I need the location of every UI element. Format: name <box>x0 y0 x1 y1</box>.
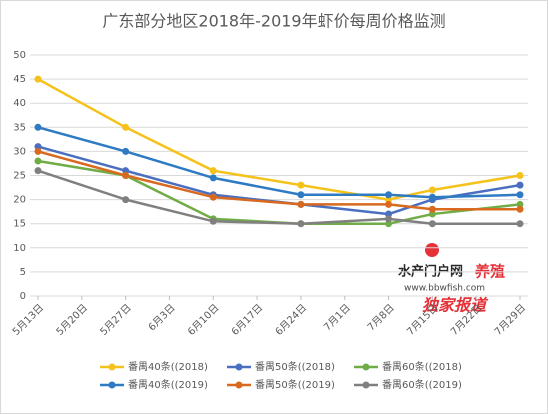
data-point <box>516 220 524 228</box>
data-point <box>297 220 305 228</box>
legend-label: 番禺60条((2019) <box>382 378 462 391</box>
data-point <box>297 200 305 208</box>
y-tick-label: 20 <box>13 195 26 206</box>
data-point <box>34 157 42 165</box>
watermark-tag: 独家报道 <box>422 296 489 315</box>
chart-title: 广东部分地区2018年-2019年虾价每周价格监测 <box>102 12 445 31</box>
legend-marker <box>235 381 243 389</box>
legend-marker <box>108 363 116 371</box>
y-tick-label: 40 <box>13 98 26 109</box>
data-point <box>34 167 42 175</box>
data-point <box>428 220 436 228</box>
data-point <box>297 191 305 199</box>
data-point <box>34 75 42 83</box>
data-point <box>385 200 393 208</box>
data-point <box>34 123 42 131</box>
data-point <box>385 191 393 199</box>
data-point <box>428 186 436 194</box>
data-point <box>34 147 42 155</box>
legend-marker <box>108 381 116 389</box>
legend-marker <box>362 381 370 389</box>
y-tick-label: 0 <box>20 291 26 302</box>
y-tick-label: 30 <box>13 146 26 157</box>
data-point <box>516 200 524 208</box>
data-point <box>297 181 305 189</box>
data-point <box>385 220 393 228</box>
legend-label: 番禺60条((2018) <box>382 360 462 373</box>
data-point <box>122 196 130 204</box>
legend-label: 番禺40条((2018) <box>128 360 208 373</box>
data-point <box>122 147 130 155</box>
y-tick-label: 5 <box>20 267 26 278</box>
data-point <box>516 181 524 189</box>
y-tick-label: 10 <box>13 243 26 254</box>
data-point <box>385 215 393 223</box>
y-tick-label: 25 <box>13 171 26 182</box>
data-point <box>516 205 524 213</box>
y-tick-label: 50 <box>13 50 26 61</box>
data-point <box>122 172 130 179</box>
watermark-url: www.bbwfish.com <box>404 284 485 294</box>
data-point <box>34 143 42 151</box>
data-point <box>516 191 524 199</box>
data-point <box>428 205 436 213</box>
data-point <box>122 123 130 131</box>
watermark-dot <box>425 243 439 257</box>
legend-marker <box>362 363 370 371</box>
data-point <box>122 167 130 175</box>
data-point <box>209 174 217 182</box>
data-point <box>209 217 217 225</box>
watermark: 水产门户网 养殖 www.bbwfish.com 独家报道 <box>398 243 505 315</box>
data-point <box>385 196 393 204</box>
data-point <box>385 210 393 218</box>
data-point <box>428 193 436 201</box>
legend-marker <box>235 363 243 371</box>
legend-label: 番禺50条((2019) <box>255 378 335 391</box>
legend-label: 番禺40条((2019) <box>128 378 208 391</box>
data-point <box>516 172 524 179</box>
data-point <box>209 193 217 201</box>
data-point <box>428 210 436 218</box>
data-point <box>209 167 217 175</box>
y-tick-label: 35 <box>13 122 26 133</box>
legend-label: 番禺50条((2018) <box>255 360 335 373</box>
y-tick-label: 15 <box>13 219 26 230</box>
y-tick-label: 45 <box>13 74 26 85</box>
